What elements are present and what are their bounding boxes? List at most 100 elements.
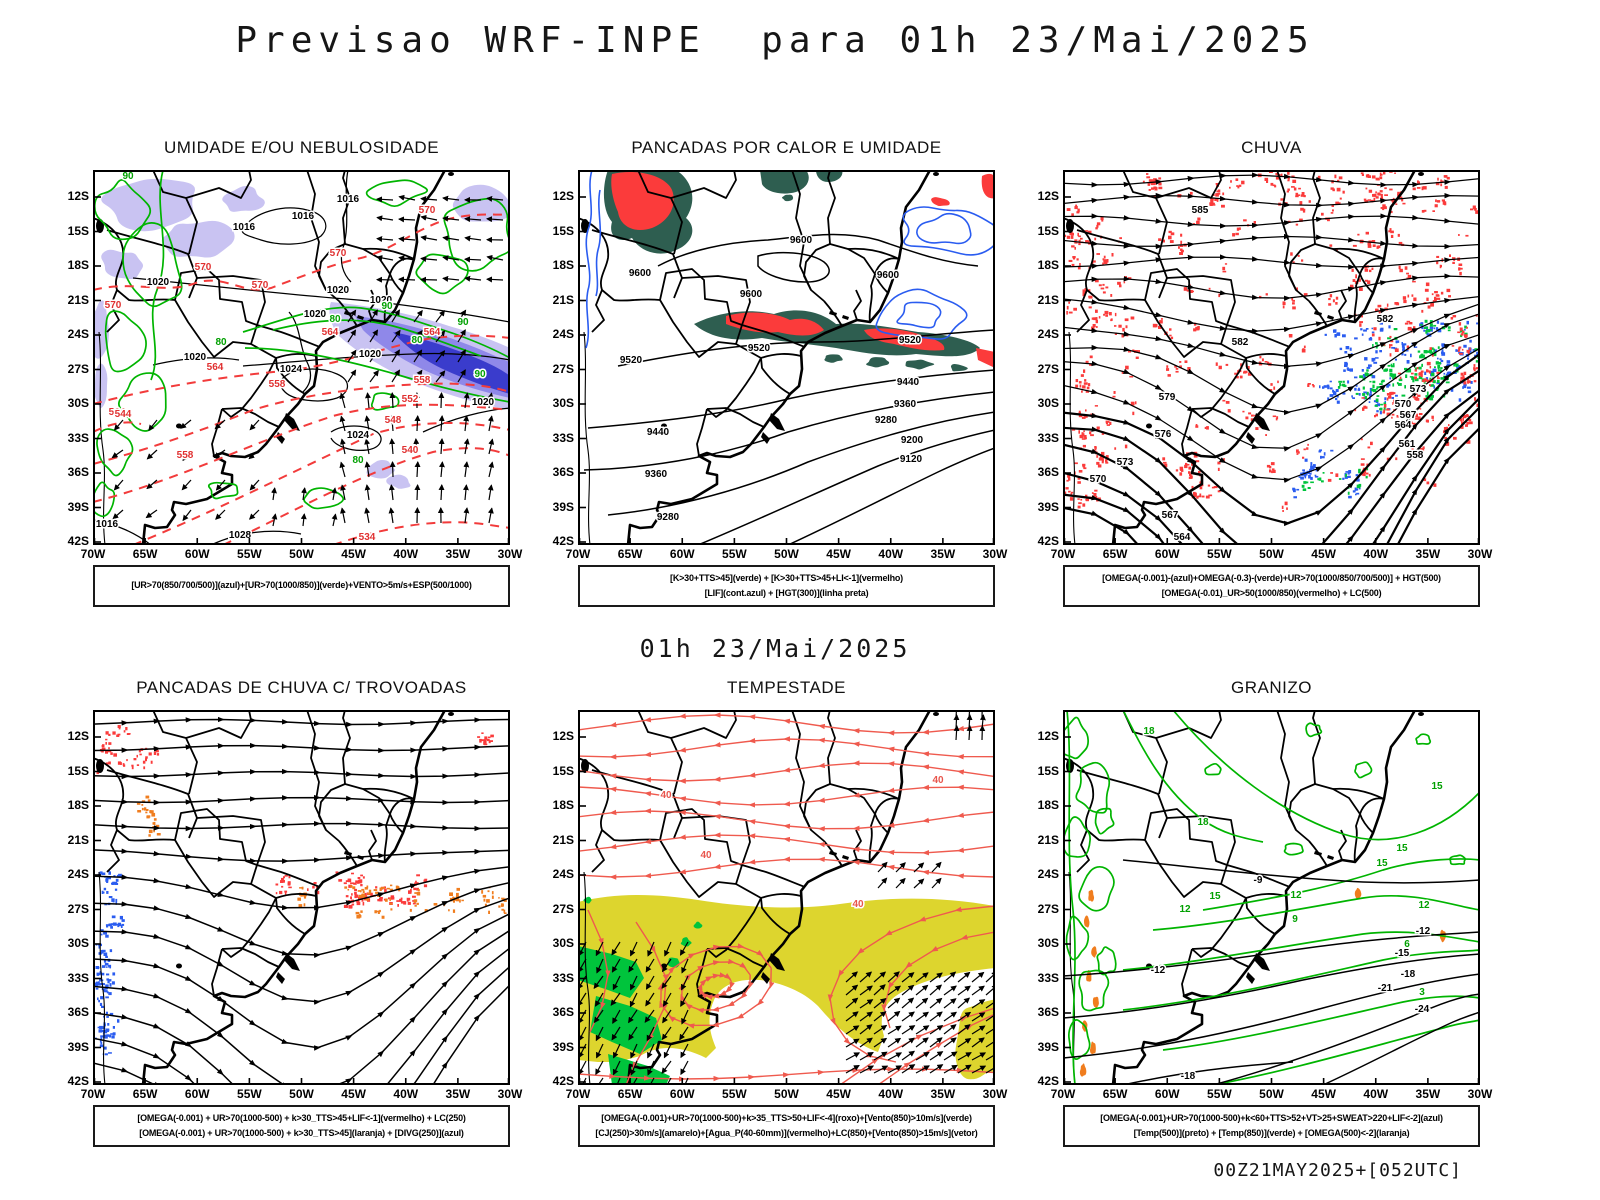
contour-label: 90 [474,369,486,380]
lat-tick-label: 24S [552,867,574,881]
contour-label: 15 [1431,781,1443,792]
lat-tick-label: 33S [1037,970,1059,985]
lon-tick-label: 60W [184,1087,210,1101]
map-pancadas-calor: 9600 9600 9600 9600 9520 9520 9520 9440 9440 9360… [578,170,995,545]
lon-tick-label: 30W [497,547,523,561]
lat-tick-label: 36S [552,1005,574,1019]
contour-label: 564 [109,407,126,418]
contour-label: 12 [1418,900,1430,911]
contour-label: 570 [1090,474,1107,485]
panel-title: TEMPESTADE [727,678,846,697]
contour-label: 3 [1419,987,1425,998]
contour-label: 552 [402,394,419,405]
lon-tick-label: 30W [982,1087,1008,1101]
contour-label: 40 [932,775,944,786]
page-title: Previsao WRF-INPE para 01h 23/Mai/2025 [235,20,1315,61]
lon-tick-label: 45W [826,547,851,561]
contour-label: 567 [1162,510,1179,521]
contour-label: 1016 [96,519,119,530]
lat-tick-label: 18S [552,258,574,272]
panel-chuva: CHUVA 585 582 582 579 576 573 573 570 570 567 567 5… [1038,138,1492,607]
caption-pancadas-calor: [K>30+TTS>45](verde) + [K>30+TTS>45+LI<-… [578,565,995,607]
contour-label: 1020 [359,349,382,360]
contour-label: 1020 [370,295,393,306]
contour-label: 1016 [292,211,315,222]
contour-label: 12 [1179,904,1191,915]
contour-label: 564 [1395,420,1412,431]
contour-label: 15 [1209,891,1221,902]
lat-tick-label: 27S [67,901,89,916]
lat-tick-label: 15S [67,223,89,238]
lat-tick-label: 36S [1037,465,1059,479]
contour-label: 570 [330,248,347,259]
lon-tick-label: 35W [930,1087,956,1101]
lat-tick-label: 12S [552,189,574,203]
contour-label: 558 [269,379,286,390]
contour-label: 9600 [877,270,900,281]
lat-tick-label: 33S [67,970,89,985]
axis-ticks [93,170,510,545]
lat-tick-label: 39S [552,1039,574,1054]
axis-ticks [578,710,995,1085]
lon-tick-label: 70W [1050,547,1076,561]
contour-label: 582 [1377,314,1394,325]
caption-line: [CJ(250)>30m/s](amarelo)+[Agua_P(40-60mm… [595,1128,978,1138]
axis-ticks [93,710,510,1085]
lat-tick-label: 39S [1037,1039,1059,1054]
lon-tick-label: 35W [445,1087,471,1101]
contour-label: 1020 [147,277,170,288]
contour-label: 564 [1174,532,1191,543]
lon-tick-label: 35W [930,547,956,561]
map-wrap: 9600 9600 9600 9600 9520 9520 9520 9440 9440 9360… [553,170,1007,561]
map-wrap: 1016 1016 1016 1016 1020 1020 1020 1020 1020 1020… [68,170,522,561]
lat-tick-label: 18S [1037,258,1059,272]
contour-label: 9520 [748,343,771,354]
contour-label: 80 [411,335,423,346]
contour-label: 18 [1143,726,1155,737]
map-tempestade: 40 40 40 40 [578,710,995,1085]
lon-tick-label: 40W [393,547,419,561]
lon-tick-label: 55W [722,1087,747,1101]
lat-tick-label: 24S [1037,867,1059,881]
underlays [578,895,995,1085]
contour-label: -15 [1395,948,1410,959]
axis-ticks [1063,170,1480,545]
contour-label: 567 [1400,410,1417,421]
contour-label: 548 [385,415,402,426]
panel-umidade: UMIDADE E/OU NEBULOSIDADE 1016 1016 1016 10… [68,138,522,607]
lon-tick-label: 55W [237,1087,262,1101]
lat-tick-label: 30S [67,936,89,950]
contour-label: 564 [207,362,224,373]
contour-label: -9 [1254,875,1263,886]
lat-tick-label: 42S [552,534,574,548]
lon-tick-label: 60W [669,547,695,561]
lat-tick-label: 36S [67,465,89,479]
lon-tick-label: 40W [1363,547,1389,561]
lat-tick-label: 21S [1037,832,1059,847]
lat-tick-label: 12S [67,729,89,743]
lat-tick-label: 18S [67,798,89,812]
caption-umidade: [UR>70(850/700/500)](azul)+[UR>70(1000/8… [93,565,510,607]
panel-granizo: GRANIZO 18 18 15 15 15 15 12 12 12 9 6 3 -9 -12 -12 -15… [1038,678,1492,1147]
contour-label: 570 [1395,399,1412,410]
overlays [93,170,510,545]
lon-tick-label: 45W [1311,1087,1336,1101]
lon-tick-label: 70W [80,1087,106,1101]
axis-ticks [1063,710,1480,1085]
lat-tick-label: 33S [552,430,574,445]
contour-label: 9 [1292,914,1298,925]
lat-tick-label: 36S [1037,1005,1059,1019]
contour-label: 1016 [233,222,256,233]
contour-label: 9600 [740,289,763,300]
contour-label: 15 [1376,858,1388,869]
panel-trovoadas: PANCADAS DE CHUVA C/ TROVOADAS 12S 15S 18S… [68,678,522,1147]
caption-line: [OMEGA(-0.01)_UR>50(1000/850)(vermelho) … [1161,588,1382,598]
lat-tick-label: 24S [552,327,574,341]
lon-tick-label: 40W [878,1087,904,1101]
contour-label: 18 [1197,817,1209,828]
lon-tick-label: 50W [1259,1087,1284,1101]
contour-label: 80 [215,337,227,348]
lat-tick-label: 15S [552,763,574,778]
contour-label: 540 [402,445,419,456]
caption-chuva: [OMEGA(-0.001)-(azul)+OMEGA(-0.3)-(verde… [1063,565,1480,607]
